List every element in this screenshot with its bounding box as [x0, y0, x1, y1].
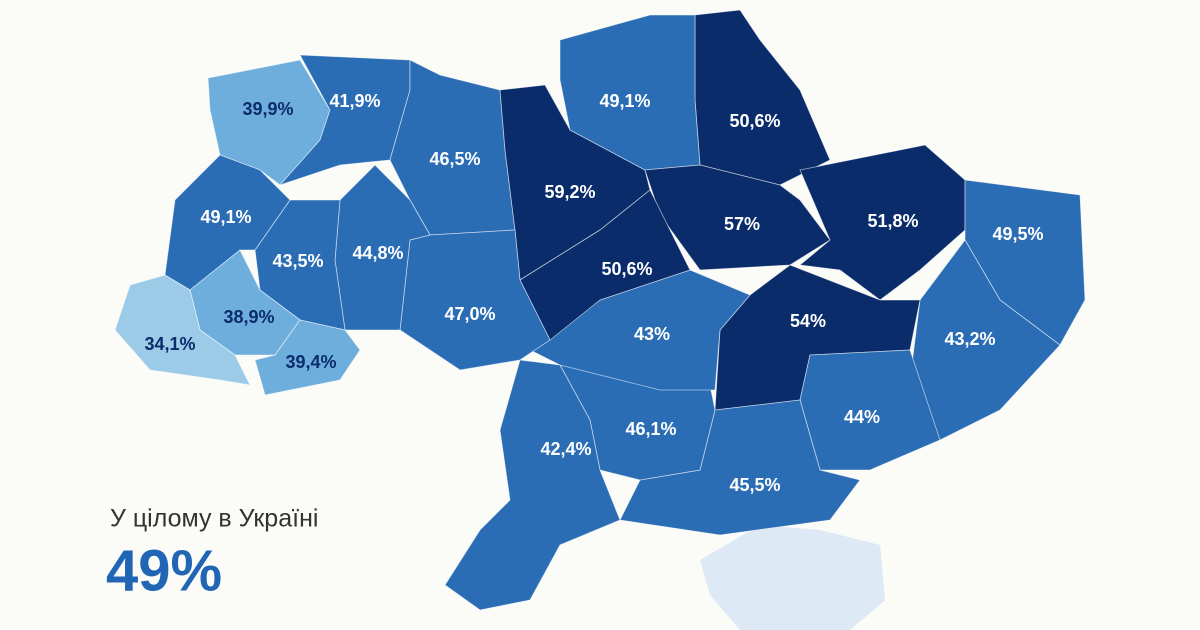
region-label: 45,5% — [729, 475, 780, 495]
region-label: 49,5% — [992, 224, 1043, 244]
region — [799, 144, 966, 301]
region-label: 49,1% — [599, 91, 650, 111]
crimea — [700, 525, 885, 630]
region-label: 42,4% — [540, 439, 591, 459]
region-label: 41,9% — [329, 91, 380, 111]
region — [114, 274, 251, 386]
region — [399, 229, 551, 371]
region-label: 44% — [844, 407, 880, 427]
region-label: 43,5% — [272, 251, 323, 271]
region-label: 50,6% — [601, 259, 652, 279]
region-label: 51,8% — [867, 211, 918, 231]
region-label: 38,9% — [223, 307, 274, 327]
region-label: 49,1% — [200, 207, 251, 227]
region-label: 59,2% — [544, 182, 595, 202]
summary-caption: У цілому в Україні — [110, 505, 318, 533]
summary-value: 49% — [106, 538, 222, 603]
region — [444, 359, 621, 611]
region-label: 50,6% — [729, 111, 780, 131]
region-label: 57% — [724, 214, 760, 234]
region — [909, 239, 1061, 441]
region-label: 39,4% — [285, 352, 336, 372]
region-label: 34,1% — [144, 334, 195, 354]
region-label: 43,2% — [944, 329, 995, 349]
region-label: 43% — [634, 324, 670, 344]
region-label: 39,9% — [242, 99, 293, 119]
region-label: 46,5% — [429, 149, 480, 169]
region — [254, 319, 361, 396]
region-label: 44,8% — [352, 243, 403, 263]
region-label: 54% — [790, 311, 826, 331]
regions: 39,9% 41,9% 46,5% 59,2% 50,6% 49,1% 57% 51,8% 49… — [114, 9, 1086, 611]
region-label: 47,0% — [444, 304, 495, 324]
region-label: 46,1% — [625, 419, 676, 439]
